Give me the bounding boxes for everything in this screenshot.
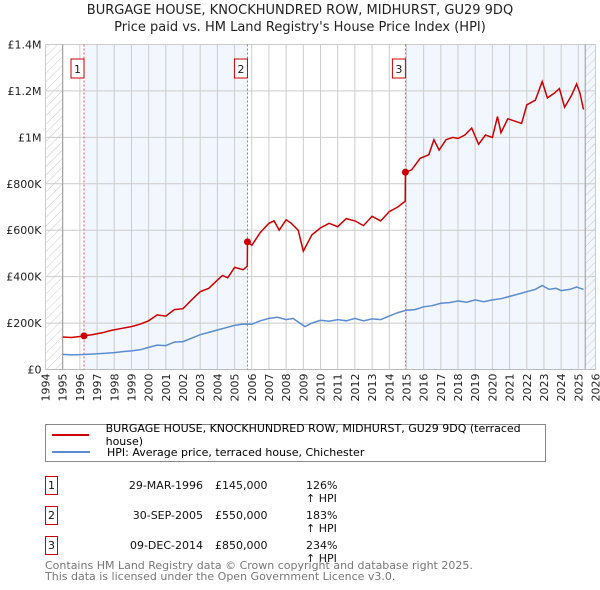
- x-tick-label: 1997: [91, 374, 104, 402]
- x-tick-label: 2015: [400, 374, 413, 402]
- hatched-region: [45, 44, 63, 370]
- x-tick-label: 2003: [194, 374, 207, 402]
- shaded-band: [405, 44, 596, 370]
- sale-hpi-change: 126% ↑ HPI: [306, 479, 338, 505]
- y-tick-label: £400K: [6, 271, 42, 284]
- x-tick-label: 2022: [521, 374, 534, 402]
- x-tick-label: 2013: [366, 374, 379, 402]
- x-tick-label: 2006: [246, 374, 259, 402]
- sale-marker-badge: 3: [45, 536, 58, 555]
- x-tick-label: 2020: [486, 374, 499, 402]
- sale-hpi-change: 183% ↑ HPI: [306, 509, 338, 535]
- y-tick-label: £600K: [6, 224, 42, 237]
- chart-subtitle: Price paid vs. HM Land Registry's House …: [114, 20, 486, 35]
- sale-price: £145,000: [215, 479, 268, 492]
- hpi-series-line: [62, 284, 584, 356]
- x-tick-label: 2011: [332, 374, 345, 402]
- x-tick-label: 1998: [108, 374, 121, 402]
- y-tick-label: £800K: [6, 178, 42, 191]
- y-tick-label: £1M: [18, 131, 42, 144]
- sale-price: £550,000: [215, 509, 268, 522]
- chart-title: BURGAGE HOUSE, KNOCKHUNDRED ROW, MIDHURS…: [86, 3, 514, 18]
- y-tick-label: £1.4M: [8, 39, 42, 52]
- sale-label: 3: [395, 63, 402, 76]
- legend-item-hpi: HPI: Average price, terraced house, Chic…: [46, 444, 364, 460]
- sale-point: [401, 168, 409, 176]
- x-tick-label: 1994: [40, 374, 53, 402]
- sale-label: 2: [237, 63, 244, 76]
- x-tick-label: 2023: [538, 374, 551, 402]
- chart-area: 1994 1995 1996 1997 1998 1999 2000 2001 2002 2003…: [6, 39, 600, 402]
- y-tick-label: £1.2M: [8, 85, 42, 98]
- legend-swatch-red: [52, 434, 89, 436]
- x-tick-label: 1995: [57, 374, 70, 402]
- x-tick-label: 2025: [572, 374, 585, 402]
- legend-item-property: BURGAGE HOUSE, KNOCKHUNDRED ROW, MIDHURS…: [46, 422, 545, 448]
- sale-date: 29-MAR-1996: [128, 479, 203, 492]
- x-tick-label: 1999: [125, 374, 138, 402]
- sale-point: [243, 238, 251, 246]
- x-tick-label: 2018: [452, 374, 465, 402]
- x-tick-label: 2024: [555, 374, 568, 402]
- x-tick-label: 2009: [297, 374, 310, 402]
- x-tick-label: 2002: [177, 374, 190, 402]
- legend-label: BURGAGE HOUSE, KNOCKHUNDRED ROW, MIDHURS…: [105, 422, 521, 448]
- sale-date: 30-SEP-2005: [132, 509, 203, 522]
- x-tick-label: 2019: [469, 374, 482, 402]
- sale-price: £850,000: [215, 539, 268, 552]
- x-tick-label: 2000: [143, 374, 156, 402]
- sale-marker-badge: 2: [45, 506, 58, 525]
- footer-licence: This data is licensed under the Open Gov…: [45, 570, 396, 583]
- footer-copyright: Contains HM Land Registry data © Crown c…: [45, 559, 473, 572]
- sale-date: 09-DEC-2014: [129, 539, 203, 552]
- x-tick-label: 2026: [590, 374, 600, 402]
- hatched-region: [585, 44, 596, 370]
- legend-swatch-blue: [52, 451, 90, 453]
- sale-marker-badge: 1: [45, 476, 58, 495]
- footer: Contains HM Land Registry data © Crown c…: [45, 560, 473, 582]
- x-tick-label: 2004: [211, 374, 224, 402]
- x-tick-label: 2016: [418, 374, 431, 402]
- sale-label-box: [70, 58, 85, 79]
- x-tick-label: 2017: [435, 374, 448, 402]
- property-series-line: [62, 79, 585, 339]
- sale-label-box: [233, 58, 248, 79]
- x-tick-label: 2014: [383, 374, 396, 402]
- sale-point: [80, 332, 88, 340]
- y-tick-label: £0: [28, 364, 42, 377]
- x-tick-label: 2001: [160, 374, 173, 402]
- x-tick-label: 1996: [74, 374, 87, 402]
- x-tick-label: 2008: [280, 374, 293, 402]
- x-tick-label: 2021: [504, 374, 517, 402]
- x-tick-label: 2010: [315, 374, 328, 402]
- x-tick-label: 2005: [229, 374, 242, 402]
- x-tick-label: 2012: [349, 374, 362, 402]
- y-tick-label: £200K: [6, 317, 42, 330]
- x-tick-label: 2007: [263, 374, 276, 402]
- legend: BURGAGE HOUSE, KNOCKHUNDRED ROW, MIDHURS…: [45, 422, 546, 462]
- sale-hpi-change: 234% ↑ HPI: [306, 539, 338, 565]
- sale-label: 1: [74, 63, 81, 76]
- legend-label: HPI: Average price, terraced house, Chic…: [107, 445, 365, 459]
- sale-label-box: [391, 58, 406, 79]
